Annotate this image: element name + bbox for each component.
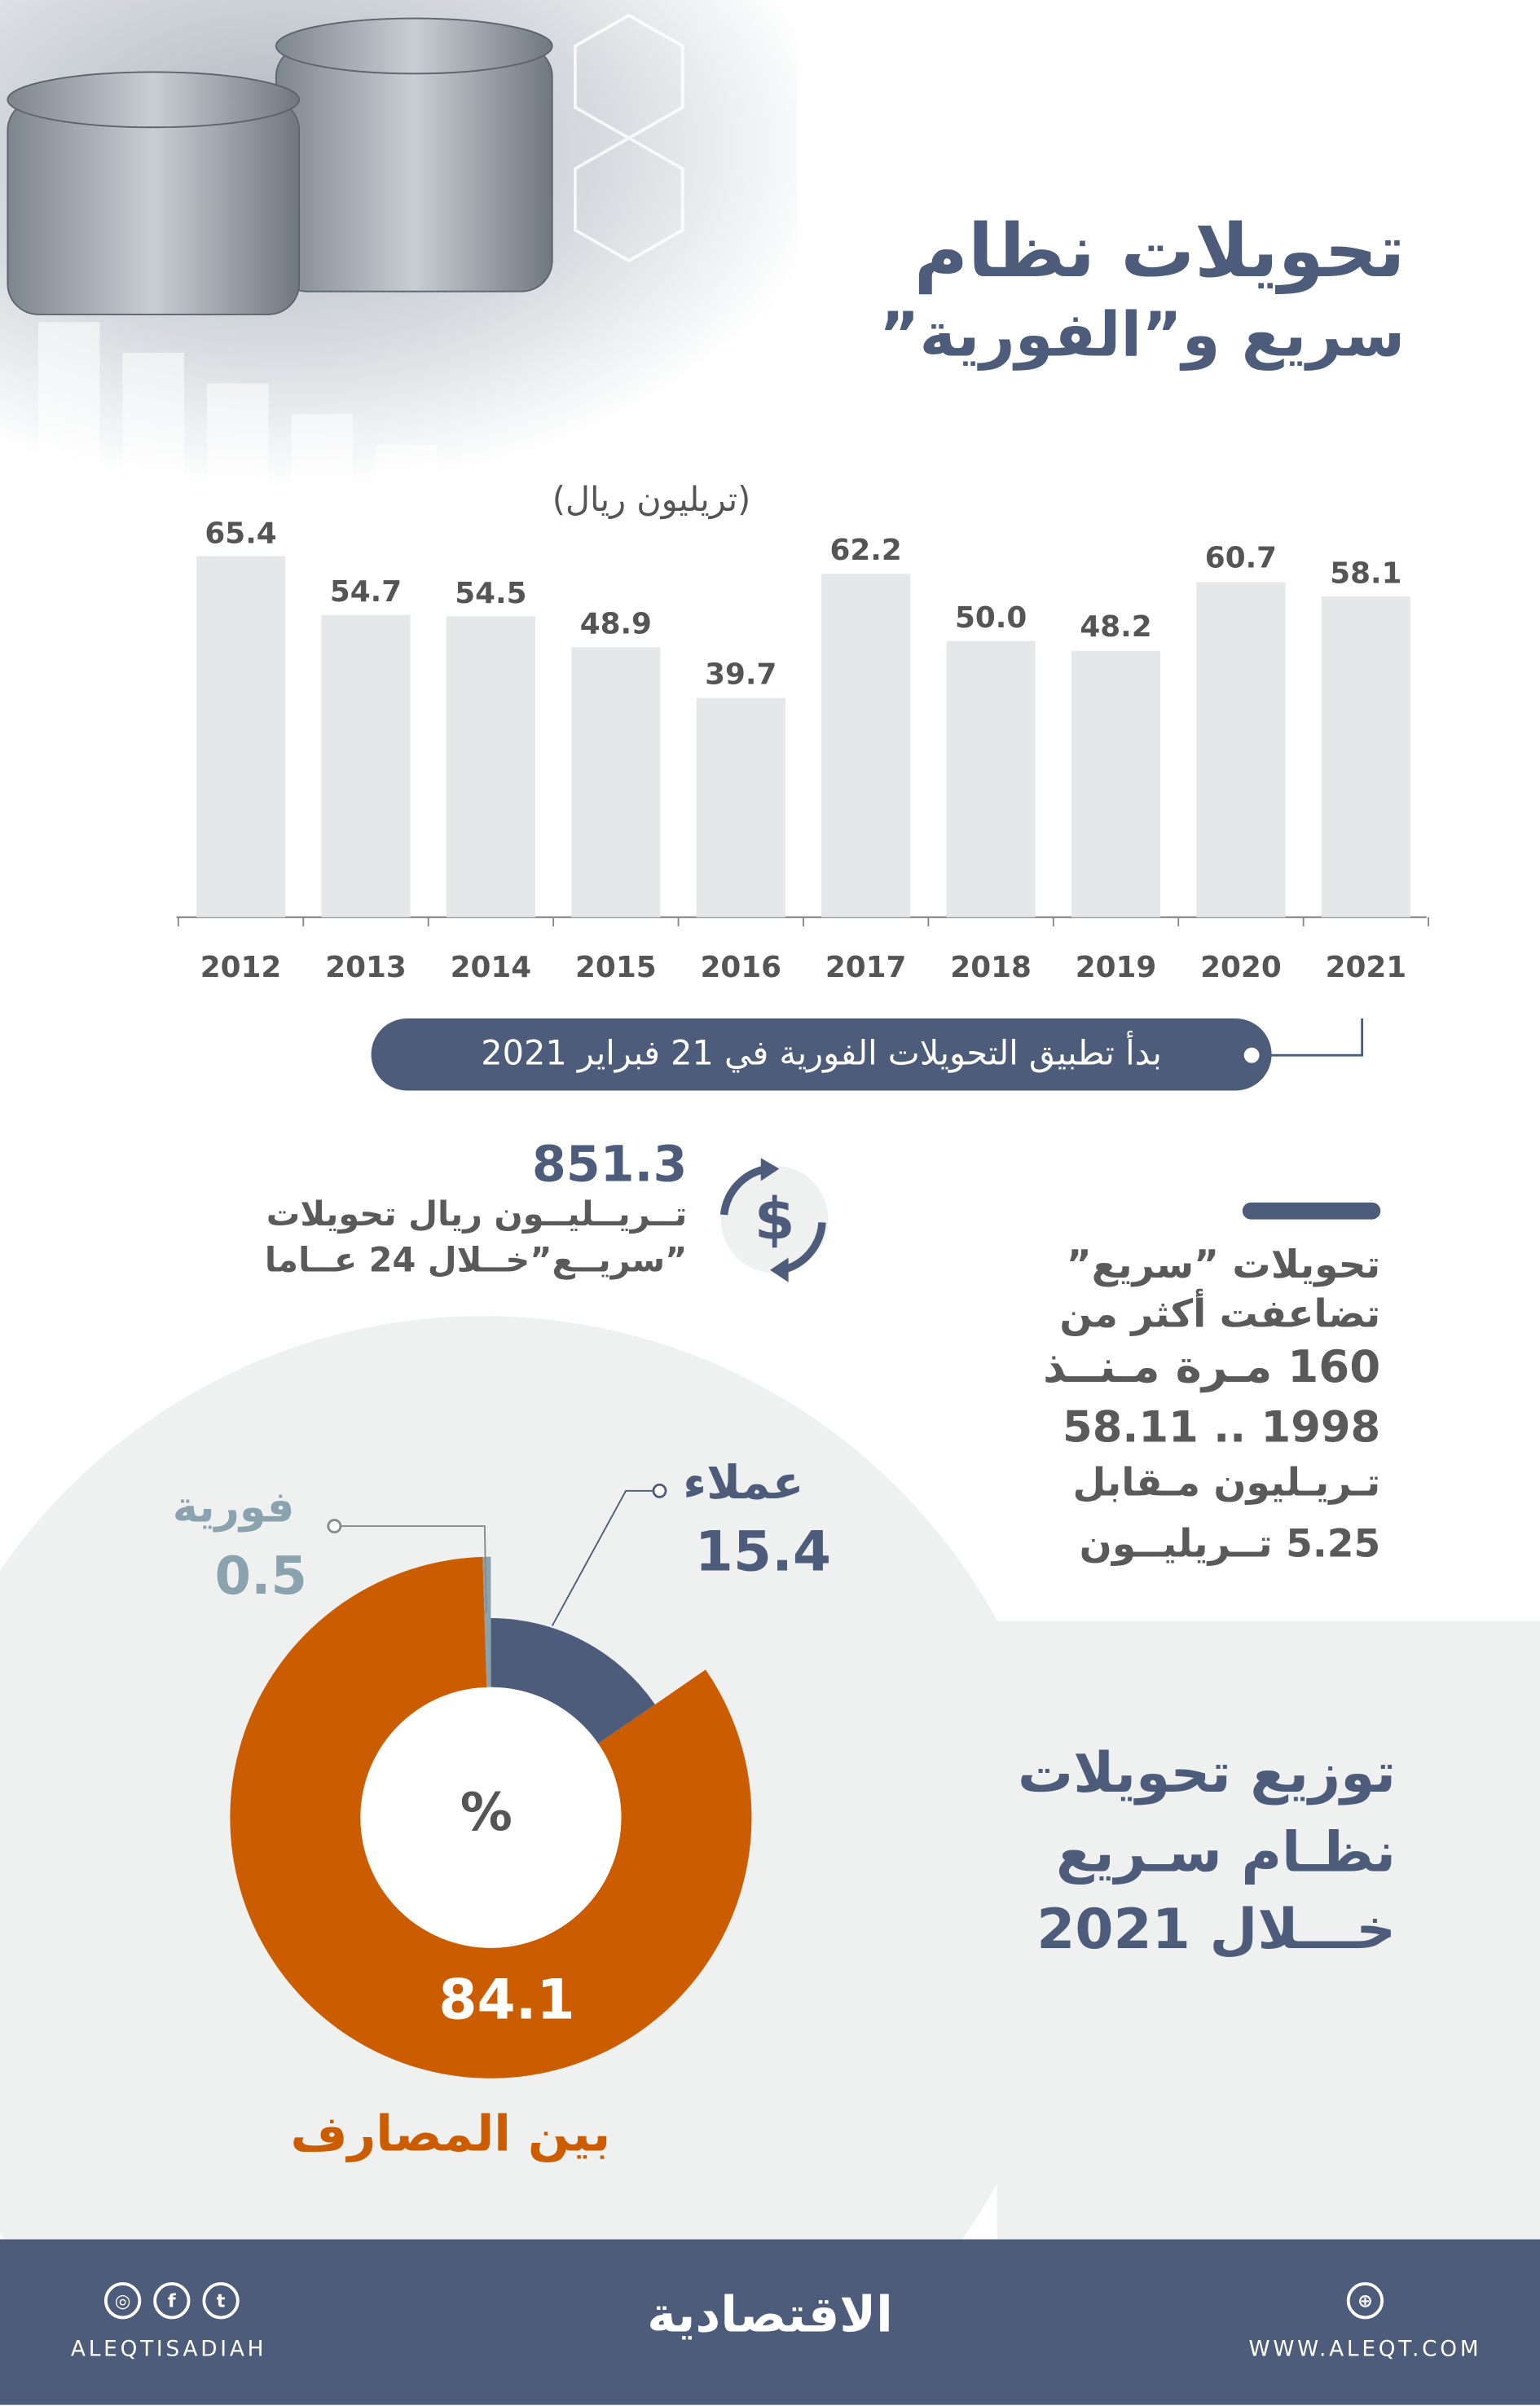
bar-2016 bbox=[696, 697, 785, 917]
slice-value-customers: 15.4 bbox=[694, 1521, 831, 1585]
bar-value-label: 48.9 bbox=[579, 607, 652, 641]
donut-hole bbox=[360, 1687, 622, 1948]
fact-line: 1998 .. 58.11 bbox=[1063, 1401, 1381, 1453]
bar-value-label: 54.5 bbox=[455, 576, 527, 610]
bar-value-label: 60.7 bbox=[1204, 542, 1278, 576]
bar-2014 bbox=[446, 616, 535, 917]
fact-accent-bar bbox=[1242, 1202, 1381, 1220]
x-tick-label: 2018 bbox=[950, 951, 1032, 985]
leader-line bbox=[551, 1489, 657, 1626]
globe-icon[interactable]: ⊕ bbox=[1346, 2282, 1384, 2320]
x-tick-label: 2013 bbox=[325, 951, 407, 985]
bar-value-label: 62.2 bbox=[829, 534, 902, 568]
bar-2021 bbox=[1321, 596, 1410, 917]
bar-value-label: 54.7 bbox=[329, 575, 403, 609]
leader-dot bbox=[327, 1519, 342, 1534]
page-subtitle: سريع و”الفورية” bbox=[878, 300, 1406, 372]
donut-slice bbox=[230, 1556, 752, 2078]
bar-value-label: 39.7 bbox=[705, 658, 777, 693]
bar-2020 bbox=[1196, 582, 1286, 917]
bar-value-label: 65.4 bbox=[205, 516, 277, 550]
x-tick-label: 2016 bbox=[700, 951, 782, 985]
footer: ◎ f t ALEQTISADIAH الاقتصادية ⊕ WWW.ALEQ… bbox=[0, 2239, 1540, 2405]
bar-2019 bbox=[1071, 651, 1161, 917]
bar-value-label: 58.1 bbox=[1330, 556, 1402, 591]
annotation-connector bbox=[1240, 1018, 1364, 1067]
donut-slice bbox=[482, 1556, 491, 1687]
slice-label-customers: عملاء bbox=[683, 1457, 804, 1511]
leader-line bbox=[339, 1525, 487, 1614]
slice-label-instant: فورية bbox=[172, 1481, 295, 1533]
fact-line: تحويلات ”سريع” bbox=[1066, 1242, 1381, 1287]
facebook-icon[interactable]: f bbox=[153, 2282, 191, 2320]
bar-2015 bbox=[571, 647, 661, 917]
instagram-icon[interactable]: ◎ bbox=[104, 2282, 142, 2320]
bar-2013 bbox=[321, 615, 411, 917]
donut-chart bbox=[230, 1483, 752, 2078]
bar-value-label: 48.2 bbox=[1080, 611, 1152, 645]
distribution-title: خـــلال 2021 bbox=[1036, 1898, 1397, 1962]
x-tick-label: 2021 bbox=[1325, 951, 1407, 985]
bar-2017 bbox=[821, 574, 911, 917]
fact-line: تضاعفت أكثر من bbox=[1059, 1291, 1381, 1336]
svg-text:$: $ bbox=[755, 1185, 795, 1253]
x-tick-label: 2015 bbox=[575, 951, 657, 985]
x-tick-label: 2012 bbox=[200, 951, 282, 985]
x-tick-label: 2017 bbox=[825, 951, 907, 985]
total-value: 851.3 bbox=[531, 1135, 688, 1194]
dollar-exchange-icon: $ bbox=[719, 1158, 829, 1282]
distribution-title: نظـام سـريع bbox=[1056, 1822, 1397, 1885]
fact-line: 5.25 تــريليــون bbox=[1079, 1521, 1381, 1567]
donut-center-label: % bbox=[460, 1782, 513, 1844]
website-link[interactable]: WWW.ALEQT.COM bbox=[1248, 2337, 1482, 2363]
x-tick-label: 2019 bbox=[1075, 951, 1157, 985]
distribution-title: توزيع تحويلات bbox=[1018, 1742, 1397, 1806]
total-caption-1: تــريــليــون ريال تحويلات bbox=[266, 1196, 688, 1235]
total-caption-2: ”سريــع”خــلال 24 عــاما bbox=[264, 1242, 688, 1281]
bar-2018 bbox=[946, 640, 1036, 917]
bar-value-label: 50.0 bbox=[954, 600, 1027, 636]
fact-line: تـريـليون مـقابل bbox=[1072, 1460, 1381, 1505]
slice-label-interbank: بين المصارف bbox=[290, 2104, 611, 2163]
bar-2012 bbox=[196, 556, 286, 917]
fact-line: 160 مـرة مـنــذ bbox=[1043, 1340, 1381, 1393]
page-title: تحويلات نظام bbox=[913, 209, 1406, 295]
annotation-pill: بدأ تطبيق التحويلات الفورية في 21 فبراير… bbox=[371, 1018, 1272, 1091]
slice-value-instant: 0.5 bbox=[214, 1546, 307, 1608]
chart-unit-label: (تريليون ريال) bbox=[552, 482, 751, 521]
social-handle[interactable]: ALEQTISADIAH bbox=[70, 2337, 267, 2363]
twitter-icon[interactable]: t bbox=[202, 2282, 240, 2320]
x-tick-label: 2014 bbox=[450, 951, 532, 985]
bar-chart bbox=[176, 556, 1430, 927]
donut-slice bbox=[491, 1618, 655, 1744]
x-tick-label: 2020 bbox=[1200, 951, 1282, 985]
slice-value-interbank: 84.1 bbox=[438, 1969, 575, 2033]
logo: الاقتصادية bbox=[647, 2285, 893, 2344]
coins-image bbox=[0, 0, 798, 491]
leader-dot bbox=[652, 1483, 667, 1498]
